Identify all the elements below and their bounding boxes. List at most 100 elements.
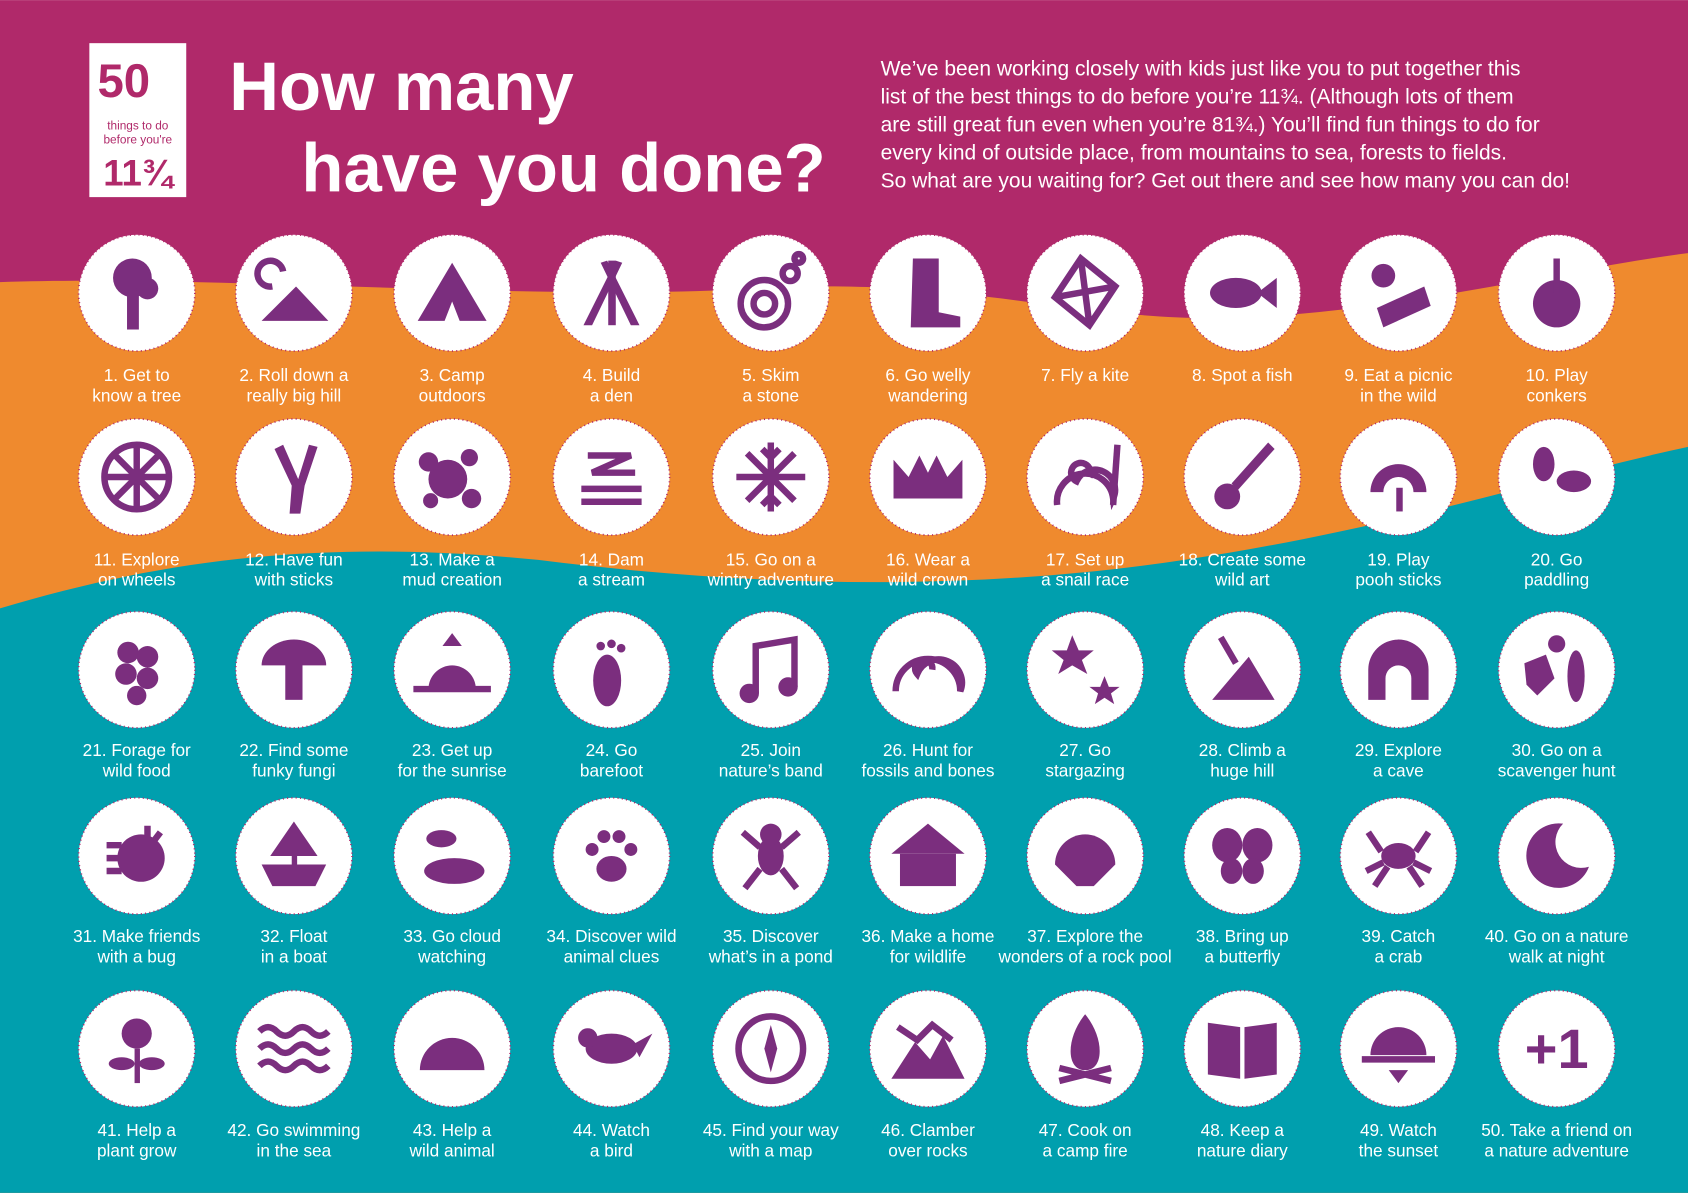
icon (1051, 635, 1120, 705)
icon-shape (291, 849, 298, 865)
icon-shape (739, 683, 759, 704)
icon-shape (1055, 834, 1116, 887)
icon-shape (104, 444, 170, 510)
activity: 17. Set upa snail race (1026, 418, 1145, 590)
activity-label: really big hill (247, 386, 342, 406)
icon-shape (1370, 464, 1427, 493)
icon (739, 635, 798, 704)
icon-shape (1070, 1014, 1100, 1071)
icon-shape (585, 1033, 638, 1064)
icon-shape (910, 258, 961, 328)
icon (1526, 823, 1589, 888)
icon-shape (1257, 277, 1277, 308)
icon-shape (1532, 280, 1581, 328)
icon-shape (423, 493, 439, 509)
icon-shape (1376, 286, 1431, 328)
icon-shape (419, 1037, 485, 1071)
icon-shape (1368, 639, 1429, 700)
icon-badge (1026, 418, 1145, 536)
icon-shape (1396, 487, 1403, 512)
activity-label: funky fungi (252, 760, 335, 780)
activity-label: 31. Make friends (73, 926, 200, 946)
icon (735, 1013, 807, 1085)
icon-shape (1567, 650, 1585, 702)
icon-shape (261, 864, 327, 887)
icon-shape (1524, 654, 1555, 696)
icon (891, 823, 965, 887)
icon: +1 (1525, 1017, 1589, 1080)
activity-label: 32. Float (260, 926, 327, 946)
activity-label: huge hill (1210, 760, 1274, 780)
activity-label: what’s in a pond (708, 947, 833, 967)
icon (1370, 464, 1427, 512)
icon-shape (257, 1023, 331, 1074)
icon (101, 441, 173, 513)
icon-shape (616, 643, 626, 653)
icon-shape (106, 825, 163, 875)
icon-shape (1556, 470, 1592, 493)
activity-label: 37. Explore the (1027, 926, 1143, 946)
icon (261, 821, 327, 887)
activity-label: wild animal (409, 1140, 495, 1160)
activity-label: a butterfly (1205, 947, 1281, 967)
icon (893, 455, 963, 499)
icon-shape (108, 1057, 135, 1071)
icon-shape (791, 250, 807, 267)
activity-label: 17. Set up (1046, 549, 1125, 569)
icon-shape (735, 1013, 807, 1085)
icon-shape (460, 449, 478, 467)
icon-shape (891, 823, 965, 854)
activity-label: 45. Find your way (703, 1120, 839, 1140)
icon (1524, 635, 1585, 702)
icon-badge (1497, 610, 1616, 729)
icon (578, 1028, 653, 1064)
icon-shape (270, 821, 318, 856)
icon-shape (134, 1048, 140, 1084)
activity-label: 21. Forage for (83, 740, 191, 760)
activity-label: in the wild (1360, 386, 1437, 406)
icon (1364, 830, 1433, 888)
activity-label: for the sunrise (398, 760, 507, 780)
icon (1053, 444, 1121, 511)
icon-shape (585, 843, 599, 856)
icon-shape (117, 834, 165, 882)
activity-label: 9. Eat a picnic (1344, 365, 1453, 385)
activity-label: on wheels (98, 570, 176, 590)
activity-label: 27. Go (1059, 740, 1111, 760)
activity-label: 46. Clamber (881, 1120, 975, 1140)
activity-label: 36. Make a home (861, 926, 994, 946)
icon (1058, 1014, 1112, 1085)
activity-label: 10. Play (1526, 365, 1589, 385)
icon (583, 260, 640, 326)
activity-label: 41. Help a (97, 1120, 176, 1140)
icon-shape (891, 1035, 965, 1079)
icon-shape (1212, 656, 1275, 700)
icon-shape (442, 633, 462, 647)
icon-shape (1053, 459, 1119, 511)
activity-label: wild food (102, 760, 171, 780)
icon (740, 823, 801, 891)
icon (108, 1018, 165, 1084)
activity: 8. Spot a fish (1183, 233, 1302, 385)
icon (593, 639, 626, 707)
icon-badge (1339, 233, 1458, 352)
